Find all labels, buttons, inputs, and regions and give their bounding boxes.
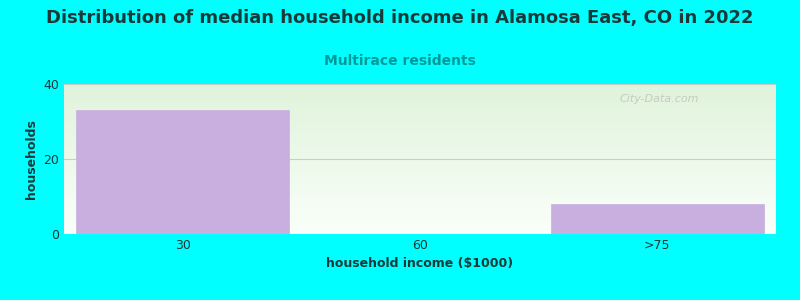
Bar — [76, 110, 290, 234]
Text: Multirace residents: Multirace residents — [324, 54, 476, 68]
X-axis label: household income ($1000): household income ($1000) — [326, 257, 514, 270]
Bar — [550, 204, 764, 234]
Text: City-Data.com: City-Data.com — [619, 94, 699, 104]
Text: Distribution of median household income in Alamosa East, CO in 2022: Distribution of median household income … — [46, 9, 754, 27]
Y-axis label: households: households — [25, 119, 38, 199]
